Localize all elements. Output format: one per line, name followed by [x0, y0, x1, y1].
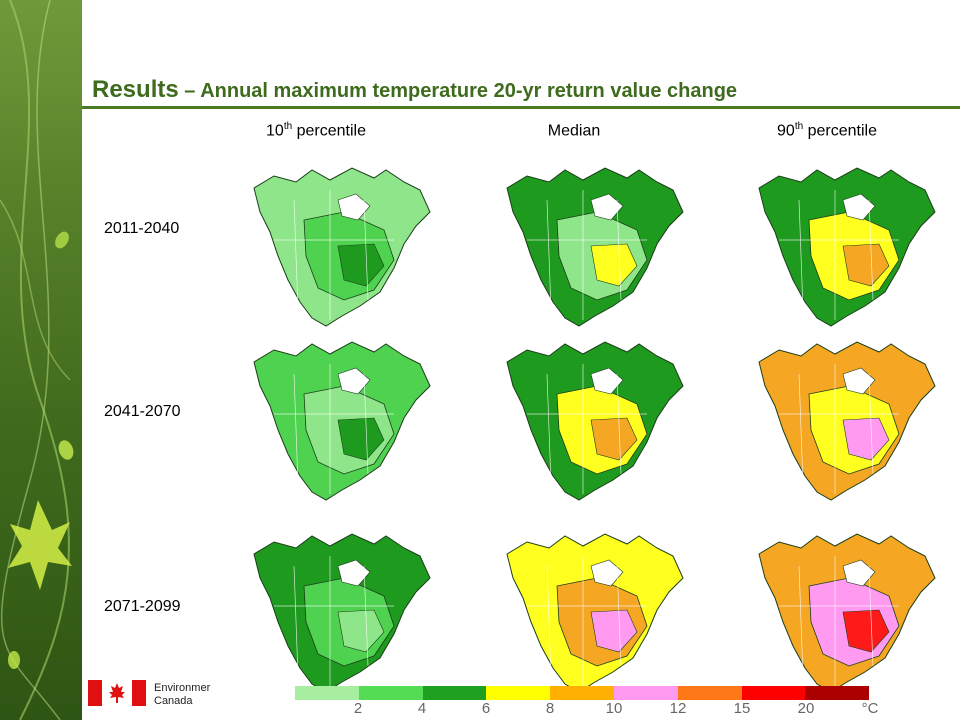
decorative-sidebar — [0, 0, 82, 720]
slide-title: Results – Annual maximum temperature 20-… — [92, 76, 738, 103]
legend-swatch — [295, 686, 359, 700]
legend-swatch — [613, 686, 678, 700]
projection-map-2-0 — [253, 533, 431, 693]
legend-tick-label: 12 — [669, 700, 687, 717]
legend-tick-label: 20 — [797, 700, 815, 717]
column-header-p90: 90th percentile — [777, 121, 877, 140]
title-rule — [82, 106, 960, 109]
legend-tick-label: 8 — [545, 700, 555, 717]
legend-tick-label: 10 — [605, 700, 623, 717]
projection-map-2-1 — [506, 533, 684, 693]
projection-map-2-2 — [758, 533, 936, 693]
legend-tick-label: 2 — [353, 700, 363, 717]
row-label-2041-2070: 2041-2070 — [104, 403, 181, 420]
column-header-median: Median — [547, 122, 601, 140]
leaf-pattern — [0, 0, 74, 720]
legend-tick-label: 4 — [417, 700, 427, 717]
projection-map-1-2 — [758, 341, 936, 501]
color-legend-bar — [295, 686, 870, 700]
legend-tick-label: 15 — [733, 700, 751, 717]
department-wordmark: Environmer Canada — [154, 682, 211, 707]
projection-map-1-0 — [253, 341, 431, 501]
row-label-2011-2040: 2011-2040 — [104, 220, 180, 237]
column-header-p10: 10th percentile — [266, 121, 366, 140]
projection-map-0-1 — [506, 167, 684, 327]
legend-swatch — [486, 686, 551, 700]
legend-swatch — [358, 686, 423, 700]
projection-map-0-2 — [758, 167, 936, 327]
row-label-2071-2099: 2071-2099 — [104, 598, 181, 615]
projection-map-0-0 — [253, 167, 431, 327]
legend-swatch — [677, 686, 742, 700]
legend-swatch — [741, 686, 806, 700]
legend-tick-label: 6 — [481, 700, 491, 717]
legend-swatch — [550, 686, 614, 700]
projection-map-1-1 — [506, 341, 684, 501]
legend-swatch — [805, 686, 870, 700]
legend-swatch — [422, 686, 487, 700]
canada-flag-icon — [88, 680, 146, 706]
legend-tick-label: °C — [861, 700, 879, 717]
